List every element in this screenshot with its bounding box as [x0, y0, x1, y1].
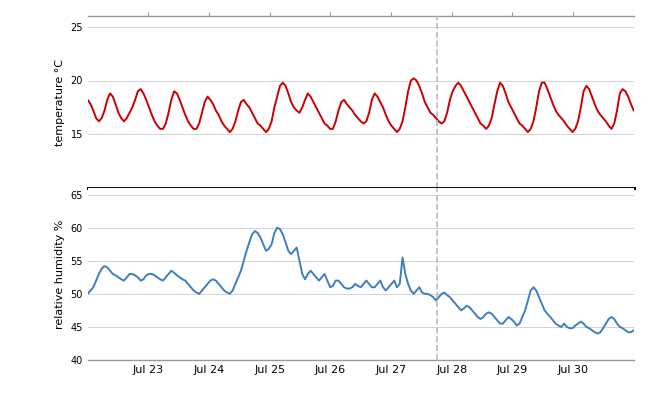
Y-axis label: temperature °C: temperature °C [55, 58, 65, 146]
Y-axis label: relative humidity %: relative humidity % [55, 219, 65, 329]
